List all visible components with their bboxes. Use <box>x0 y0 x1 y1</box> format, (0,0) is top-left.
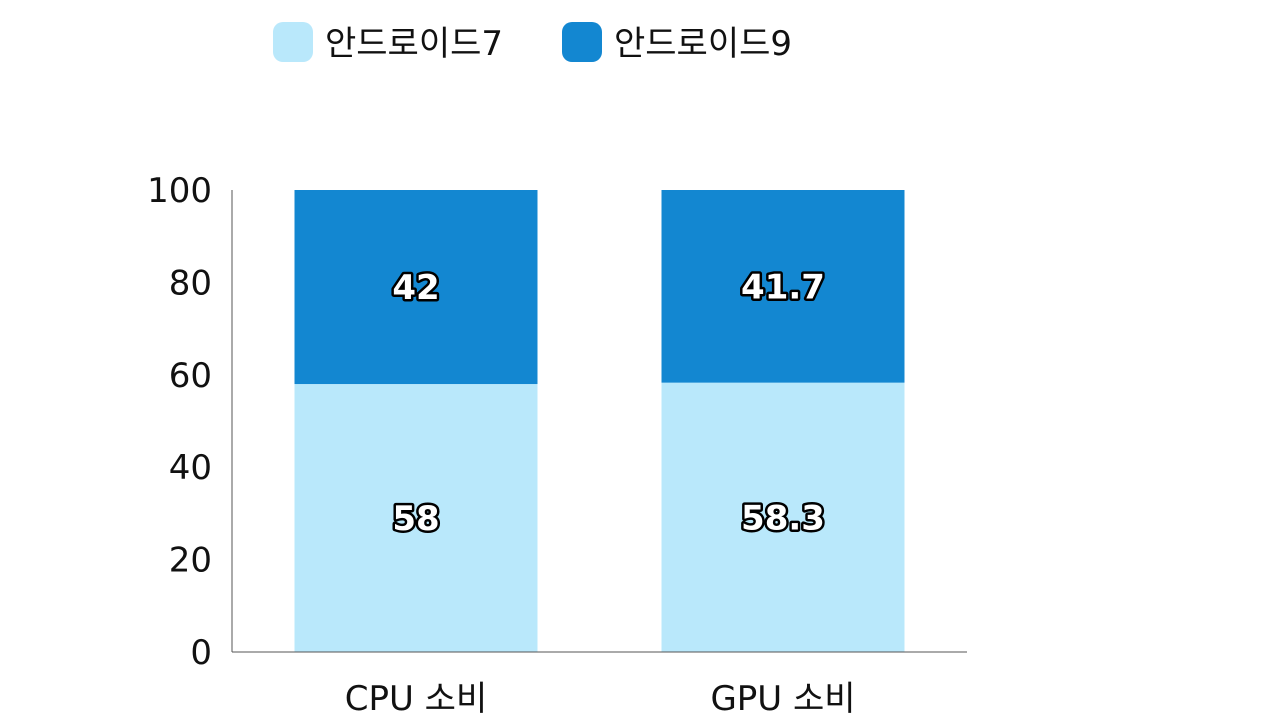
data-labels: 58 42 58.3 41.7 <box>390 265 828 542</box>
legend-label: 안드로이드9 <box>614 24 792 64</box>
legend-swatch <box>273 22 313 62</box>
legend: 안드로이드7 안드로이드9 <box>273 22 792 64</box>
data-label: 58 <box>392 499 439 539</box>
axes: 0 20 40 60 80 100 CPU 소비 GPU 소비 <box>147 171 967 719</box>
legend-item-android9: 안드로이드9 <box>562 22 792 64</box>
y-tick-label: 60 <box>169 356 212 396</box>
bar-android7-0 <box>294 384 538 652</box>
y-tick-label: 100 <box>147 171 212 211</box>
bar-android9-1 <box>661 190 905 383</box>
legend-label: 안드로이드7 <box>325 24 503 64</box>
y-tick-label: 20 <box>169 541 212 581</box>
y-tick-label: 80 <box>169 263 212 303</box>
data-label: 41.7 <box>741 267 825 307</box>
bar-android7-1 <box>661 382 905 652</box>
y-tick-label: 0 <box>190 633 212 673</box>
bars <box>294 190 905 652</box>
data-label: 58.3 <box>741 498 825 538</box>
data-label: 42 <box>392 268 439 308</box>
bar-android9-0 <box>294 190 538 385</box>
y-tick-label: 40 <box>169 448 212 488</box>
legend-swatch <box>562 22 602 62</box>
x-category-label: CPU 소비 <box>345 679 488 719</box>
legend-item-android7: 안드로이드7 <box>273 22 503 64</box>
x-category-label: GPU 소비 <box>710 679 855 719</box>
